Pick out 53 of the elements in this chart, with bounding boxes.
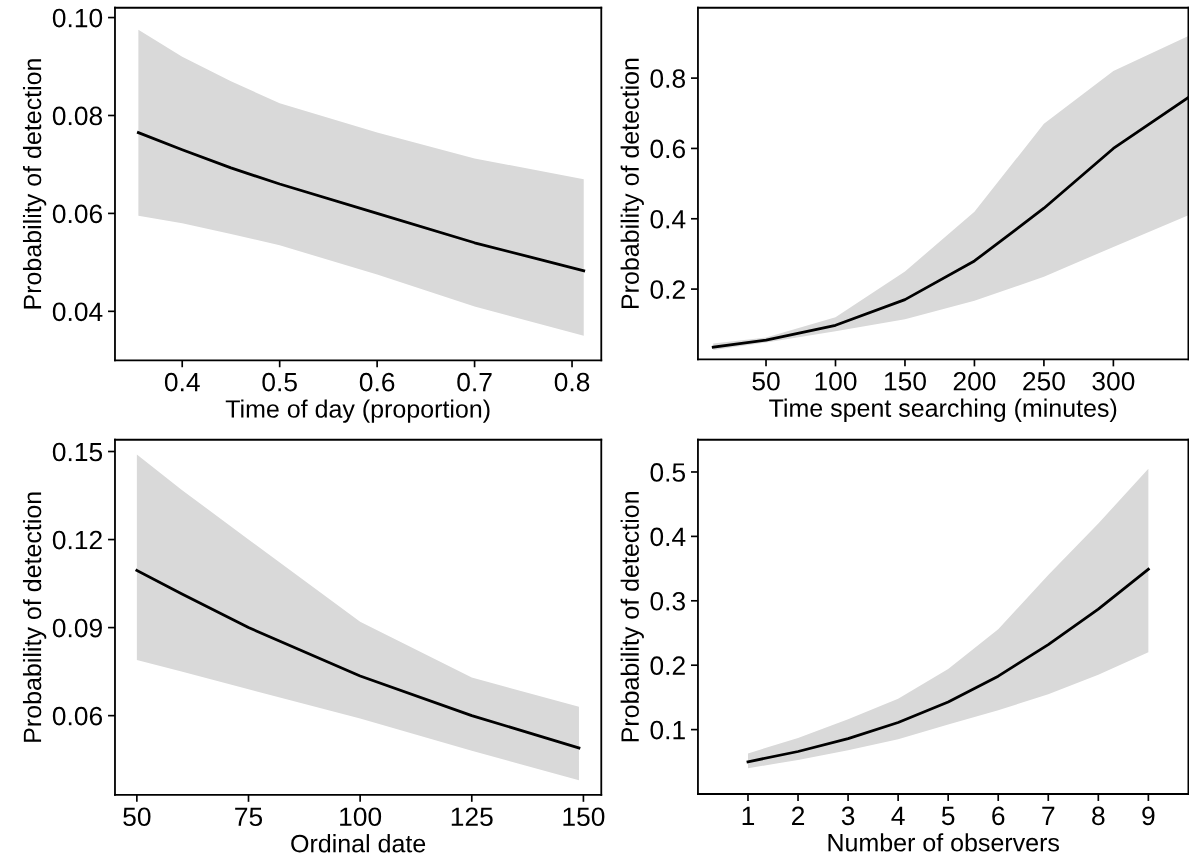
x-tick-label: 5	[941, 806, 955, 826]
y-tick-label: 0.06	[52, 204, 103, 224]
line-series	[135, 568, 581, 750]
x-tick-label: 50	[752, 371, 780, 391]
y-axis-title: Probability of detection	[22, 492, 47, 742]
x-tick-label: 125	[451, 807, 493, 827]
x-tick-label: 50	[123, 807, 151, 827]
line-series	[136, 131, 586, 273]
x-axis-title: Time spent searching (minutes)	[769, 398, 1117, 422]
x-tick-label: 0.6	[359, 372, 395, 392]
y-tick-label: 0.8	[650, 69, 685, 88]
x-tick-label: 0.4	[164, 372, 200, 392]
x-tick-label: 300	[1092, 371, 1135, 391]
line-series	[746, 567, 1150, 764]
x-tick-label: 7	[1042, 806, 1055, 825]
x-tick-label: 8	[1092, 806, 1105, 826]
x-tick-label: 75	[235, 807, 263, 827]
x-tick-label: 150	[884, 371, 926, 391]
y-tick-label: 0.10	[52, 8, 103, 28]
x-tick-label: 100	[815, 371, 857, 391]
y-tick-label: 0.08	[52, 106, 103, 126]
x-axis-title: Time of day (proportion)	[225, 399, 490, 423]
x-tick-label: 150	[563, 807, 605, 827]
x-tick-label: 4	[891, 806, 905, 825]
y-tick-label: 0.2	[650, 280, 685, 299]
x-tick-label: 6	[992, 806, 1005, 826]
x-tick-label: 3	[841, 806, 855, 826]
y-tick-label: 0.04	[52, 302, 103, 322]
y-tick-label: 0.06	[52, 706, 103, 726]
x-tick-label: 1	[742, 806, 755, 825]
x-tick-label: 0.7	[457, 372, 492, 392]
x-tick-label: 250	[1023, 371, 1065, 391]
y-tick-label: 0.12	[52, 530, 102, 550]
x-tick-label: 0.5	[262, 372, 297, 392]
y-tick-label: 0.09	[52, 618, 102, 638]
y-tick-label: 0.4	[650, 209, 686, 229]
y-tick-label: 0.1	[650, 720, 685, 740]
y-tick-label: 0.6	[650, 139, 685, 159]
x-axis-title: Number of observers	[828, 833, 1059, 852]
y-tick-label: 0.5	[650, 463, 686, 482]
y-tick-label: 0.4	[650, 527, 686, 547]
y-tick-label: 0.15	[52, 442, 103, 462]
y-axis-title: Probability of detection	[22, 59, 47, 309]
y-axis-title: Probability of detection	[620, 492, 644, 742]
x-tick-label: 2	[792, 806, 805, 825]
y-tick-label: 0.2	[650, 656, 685, 676]
x-tick-label: 0.8	[554, 372, 590, 392]
x-tick-label: 9	[1142, 806, 1155, 826]
x-axis-title: Ordinal date	[291, 834, 426, 853]
y-tick-label: 0.3	[650, 591, 685, 611]
x-tick-label: 200	[953, 371, 996, 391]
x-tick-label: 100	[340, 807, 382, 827]
y-axis-title: Probability of detection	[620, 58, 644, 309]
